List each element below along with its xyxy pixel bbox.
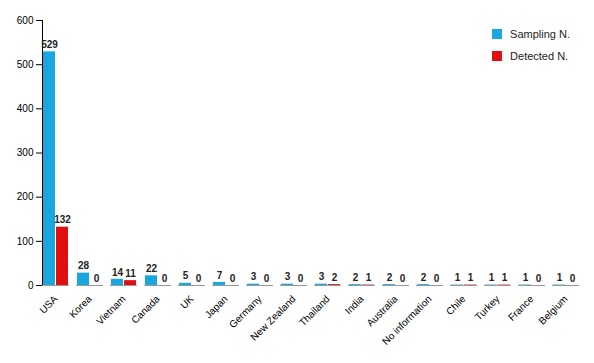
svg-text:1: 1 (502, 272, 508, 283)
svg-text:0: 0 (230, 273, 236, 284)
svg-text:Turkey: Turkey (473, 293, 502, 322)
svg-text:5: 5 (183, 270, 189, 281)
svg-text:2: 2 (332, 272, 338, 283)
svg-text:22: 22 (146, 263, 158, 274)
svg-text:0: 0 (94, 273, 100, 284)
svg-text:500: 500 (17, 59, 34, 70)
svg-text:Vietnam: Vietnam (94, 293, 128, 327)
svg-text:India: India (343, 293, 366, 316)
svg-text:529: 529 (41, 39, 58, 50)
svg-text:0: 0 (400, 273, 406, 284)
svg-text:0: 0 (298, 273, 304, 284)
svg-text:2: 2 (421, 272, 427, 283)
svg-text:Korea: Korea (67, 293, 94, 320)
html-text:Sampling N.: Sampling N. (510, 28, 570, 40)
html-text:Detected N.: Detected N. (510, 50, 569, 62)
svg-text:100: 100 (17, 236, 34, 247)
svg-text:3: 3 (319, 271, 325, 282)
svg-text:1: 1 (523, 272, 529, 283)
svg-text:1: 1 (557, 272, 563, 283)
svg-text:UK: UK (178, 293, 196, 311)
svg-text:1: 1 (468, 272, 474, 283)
svg-text:Australia: Australia (364, 293, 400, 329)
svg-text:Belgium: Belgium (536, 293, 569, 326)
svg-text:0: 0 (28, 280, 34, 291)
svg-text:2: 2 (353, 272, 359, 283)
svg-text:11: 11 (125, 268, 136, 279)
svg-text:Thailand: Thailand (297, 293, 332, 328)
svg-text:3: 3 (251, 271, 257, 282)
svg-text:14: 14 (112, 267, 124, 278)
svg-text:0: 0 (434, 273, 440, 284)
svg-text:400: 400 (17, 103, 34, 114)
svg-text:0: 0 (196, 273, 202, 284)
svg-text:France: France (506, 293, 536, 323)
svg-text:Canada: Canada (129, 293, 162, 326)
svg-text:132: 132 (54, 214, 71, 225)
svg-text:Japan: Japan (203, 293, 230, 320)
svg-text:600: 600 (17, 15, 34, 26)
svg-text:1: 1 (489, 272, 495, 283)
svg-text:No information: No information (380, 293, 434, 347)
svg-text:200: 200 (17, 191, 34, 202)
svg-text:USA: USA (37, 293, 60, 316)
svg-text:Chile: Chile (444, 293, 468, 317)
svg-text:300: 300 (17, 147, 34, 158)
svg-text:Germany: Germany (226, 293, 264, 331)
svg-text:0: 0 (264, 273, 270, 284)
svg-text:7: 7 (217, 270, 223, 281)
svg-text:0: 0 (536, 273, 542, 284)
svg-text:New Zealand: New Zealand (248, 293, 297, 342)
svg-text:1: 1 (366, 272, 372, 283)
svg-text:0: 0 (570, 273, 576, 284)
svg-text:1: 1 (455, 272, 461, 283)
svg-text:3: 3 (285, 271, 291, 282)
svg-text:0: 0 (162, 273, 168, 284)
svg-text:2: 2 (387, 272, 393, 283)
svg-text:28: 28 (78, 260, 90, 271)
